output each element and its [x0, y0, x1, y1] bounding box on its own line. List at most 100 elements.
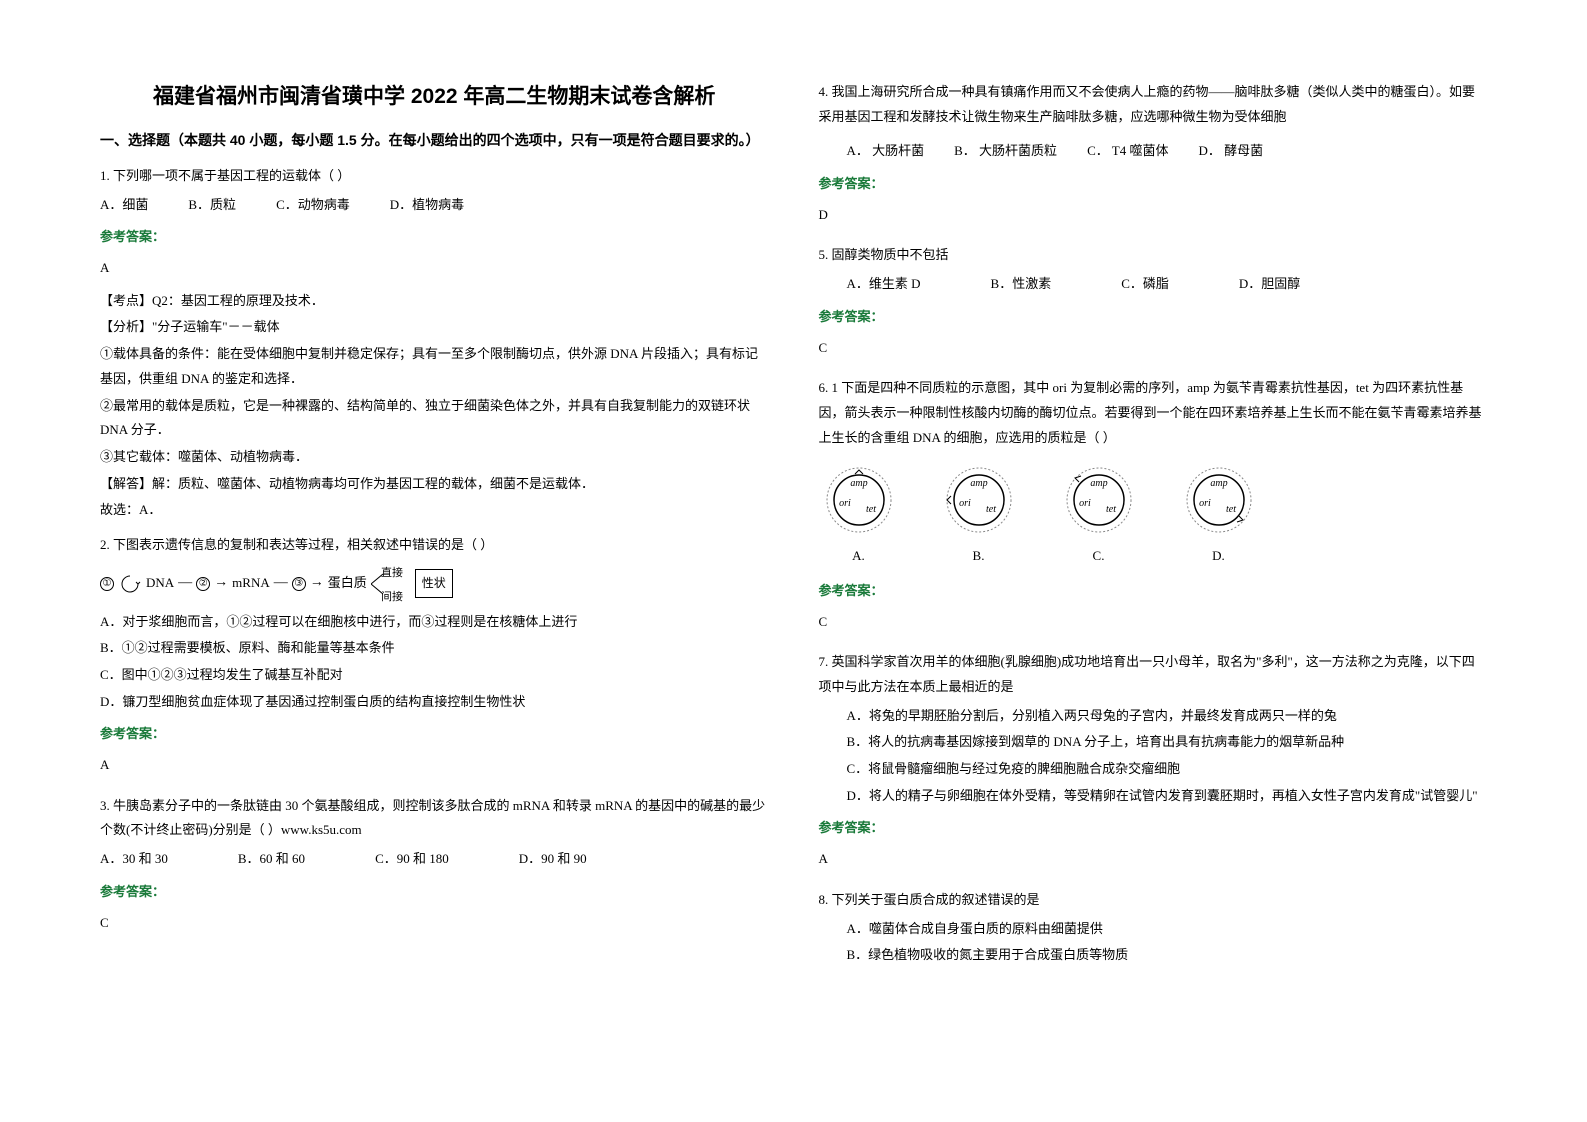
- q3-opt-a: A．30 和 30: [100, 847, 168, 872]
- svg-text:tet: tet: [986, 504, 996, 515]
- svg-text:ori: ori: [1199, 498, 1211, 509]
- question-6: 6. 1 下面是四种不同质粒的示意图，其中 ori 为复制必需的序列，amp 为…: [819, 376, 1488, 642]
- flow-dna: DNA: [146, 571, 174, 596]
- question-2: 2. 下图表示遗传信息的复制和表达等过程，相关叙述中错误的是（ ） ① DNA …: [100, 533, 769, 786]
- svg-text:amp: amp: [970, 478, 987, 489]
- plasmid-b-icon: amp ori tet: [939, 460, 1019, 540]
- plasmid-d-icon: amp ori tet: [1179, 460, 1259, 540]
- arrow-icon: —: [274, 570, 288, 597]
- q8-opt-a: A．噬菌体合成自身蛋白质的原料由细菌提供: [819, 917, 1488, 942]
- q8-text: 8. 下列关于蛋白质合成的叙述错误的是: [819, 888, 1488, 913]
- svg-text:ori: ori: [839, 498, 851, 509]
- q7-opt-d: D．将人的精子与卵细胞在体外受精，等受精卵在试管内发育到囊胚期时，再植入女性子宫…: [819, 784, 1488, 809]
- q5-answer: C: [819, 336, 1488, 361]
- q4-opt-c: C． T4 噬菌体: [1087, 139, 1168, 164]
- q4-answer-label: 参考答案：: [819, 172, 1488, 197]
- q3-answer-label: 参考答案：: [100, 880, 769, 905]
- q3-answer: C: [100, 911, 769, 936]
- flow-node-1: ①: [100, 577, 114, 591]
- left-column: 福建省福州市闽清省璜中学 2022 年高二生物期末试卷含解析 一、选择题（本题共…: [100, 80, 769, 1082]
- section-header: 一、选择题（本题共 40 小题，每小题 1.5 分。在每小题给出的四个选项中，只…: [100, 130, 769, 150]
- plasmid-a-icon: amp ori tet: [819, 460, 899, 540]
- svg-text:amp: amp: [1090, 478, 1107, 489]
- indirect-label: 间接: [381, 590, 403, 602]
- q1-opt-d: D．植物病毒: [390, 193, 464, 218]
- svg-text:tet: tet: [866, 504, 876, 515]
- q2-diagram: ① DNA — ② → mRNA — ③ → 蛋白质 直接 间接 性状: [100, 566, 769, 602]
- direct-label: 直接: [381, 566, 403, 579]
- q1-opt-b: B．质粒: [188, 193, 236, 218]
- q1-line-6: 故选：A．: [100, 498, 769, 523]
- plasmid-diagram: amp ori tet A. amp ori tet B.: [819, 460, 1488, 569]
- arrow-icon: →: [214, 570, 228, 597]
- question-7: 7. 英国科学家首次用羊的体细胞(乳腺细胞)成功地培育出一只小母羊，取名为"多利…: [819, 650, 1488, 880]
- q1-line-2: ①载体具备的条件：能在受体细胞中复制并稳定保存；具有一至多个限制酶切点，供外源 …: [100, 342, 769, 391]
- q1-opt-a: A．细菌: [100, 193, 148, 218]
- q5-options: A．维生素 D B．性激素 C．磷脂 D．胆固醇: [819, 272, 1488, 297]
- question-4: 4. 我国上海研究所合成一种具有镇痛作用而又不会使病人上瘾的药物——脑啡肽多糖（…: [819, 80, 1488, 235]
- q2-opt-c: C．图中①②③过程均发生了碱基互补配对: [100, 663, 769, 688]
- branch-icon: 直接 间接: [371, 566, 411, 602]
- q1-options: A．细菌 B．质粒 C．动物病毒 D．植物病毒: [100, 193, 769, 218]
- q3-options: A．30 和 30 B．60 和 60 C．90 和 180 D．90 和 90: [100, 847, 769, 872]
- question-5: 5. 固醇类物质中不包括 A．维生素 D B．性激素 C．磷脂 D．胆固醇 参考…: [819, 243, 1488, 368]
- q1-line-3: ②最常用的载体是质粒，它是一种裸露的、结构简单的、独立于细菌染色体之外，并具有自…: [100, 394, 769, 443]
- arrow-icon: —: [178, 570, 192, 597]
- question-8: 8. 下列关于蛋白质合成的叙述错误的是 A．噬菌体合成自身蛋白质的原料由细菌提供…: [819, 888, 1488, 970]
- q2-answer: A: [100, 753, 769, 778]
- q4-answer: D: [819, 203, 1488, 228]
- svg-text:ori: ori: [959, 498, 971, 509]
- q3-text: 3. 牛胰岛素分子中的一条肽链由 30 个氨基酸组成，则控制该多肽合成的 mRN…: [100, 794, 769, 843]
- q7-text: 7. 英国科学家首次用羊的体细胞(乳腺细胞)成功地培育出一只小母羊，取名为"多利…: [819, 650, 1488, 699]
- q1-line-5: 【解答】解：质粒、噬菌体、动植物病毒均可作为基因工程的载体，细菌不是运载体．: [100, 472, 769, 497]
- q7-answer: A: [819, 847, 1488, 872]
- svg-text:tet: tet: [1226, 504, 1236, 515]
- flow-trait: 性状: [415, 569, 453, 598]
- plasmid-a: amp ori tet A.: [819, 460, 899, 569]
- q3-opt-c: C．90 和 180: [375, 847, 449, 872]
- arrow-icon: →: [310, 570, 324, 597]
- svg-text:ori: ori: [1079, 498, 1091, 509]
- q2-opt-d: D．镰刀型细胞贫血症体现了基因通过控制蛋白质的结构直接控制生物性状: [100, 690, 769, 715]
- q7-opt-a: A．将兔的早期胚胎分割后，分别植入两只母兔的子宫内，并最终发育成两只一样的兔: [819, 704, 1488, 729]
- q6-text: 6. 1 下面是四种不同质粒的示意图，其中 ori 为复制必需的序列，amp 为…: [819, 376, 1488, 450]
- q5-opt-a: A．维生素 D: [847, 272, 921, 297]
- plasmid-c-label: C.: [1093, 544, 1105, 569]
- exam-title: 福建省福州市闽清省璜中学 2022 年高二生物期末试卷含解析: [100, 80, 769, 110]
- q4-text: 4. 我国上海研究所合成一种具有镇痛作用而又不会使病人上瘾的药物——脑啡肽多糖（…: [819, 80, 1488, 129]
- q6-answer: C: [819, 610, 1488, 635]
- q1-line-1: 【分析】"分子运输车"－－载体: [100, 315, 769, 340]
- plasmid-b-label: B.: [973, 544, 985, 569]
- plasmid-c-icon: amp ori tet: [1059, 460, 1139, 540]
- question-1: 1. 下列哪一项不属于基因工程的运载体（ ） A．细菌 B．质粒 C．动物病毒 …: [100, 164, 769, 525]
- q4-opt-b: B． 大肠杆菌质粒: [954, 139, 1057, 164]
- q1-answer-label: 参考答案：: [100, 225, 769, 250]
- q5-text: 5. 固醇类物质中不包括: [819, 243, 1488, 268]
- q2-answer-label: 参考答案：: [100, 722, 769, 747]
- q1-opt-c: C．动物病毒: [276, 193, 350, 218]
- q1-line-4: ③其它载体：噬菌体、动植物病毒．: [100, 445, 769, 470]
- q7-opt-c: C．将鼠骨髓瘤细胞与经过免疫的脾细胞融合成杂交瘤细胞: [819, 757, 1488, 782]
- q3-opt-d: D．90 和 90: [519, 847, 587, 872]
- plasmid-c: amp ori tet C.: [1059, 460, 1139, 569]
- q5-opt-c: C．磷脂: [1121, 272, 1169, 297]
- flow-protein: 蛋白质: [328, 571, 367, 596]
- flow-node-3: ③: [292, 577, 306, 591]
- plasmid-d-label: D.: [1212, 544, 1225, 569]
- q4-opt-d: D． 酵母菌: [1198, 139, 1263, 164]
- q7-opt-b: B．将人的抗病毒基因嫁接到烟草的 DNA 分子上，培育出具有抗病毒能力的烟草新品…: [819, 730, 1488, 755]
- q7-answer-label: 参考答案：: [819, 816, 1488, 841]
- flow-mrna: mRNA: [232, 571, 270, 596]
- q2-opt-a: A．对于浆细胞而言，①②过程可以在细胞核中进行，而③过程则是在核糖体上进行: [100, 610, 769, 635]
- plasmid-a-label: A.: [852, 544, 865, 569]
- q1-line-0: 【考点】Q2：基因工程的原理及技术．: [100, 289, 769, 314]
- q4-opt-a: A． 大肠杆菌: [847, 139, 925, 164]
- q6-answer-label: 参考答案：: [819, 579, 1488, 604]
- right-column: 4. 我国上海研究所合成一种具有镇痛作用而又不会使病人上瘾的药物——脑啡肽多糖（…: [819, 80, 1488, 1082]
- q2-text: 2. 下图表示遗传信息的复制和表达等过程，相关叙述中错误的是（ ）: [100, 533, 769, 558]
- dna-loop-icon: [118, 572, 142, 596]
- q2-opt-b: B．①②过程需要模板、原料、酶和能量等基本条件: [100, 636, 769, 661]
- question-3: 3. 牛胰岛素分子中的一条肽链由 30 个氨基酸组成，则控制该多肽合成的 mRN…: [100, 794, 769, 943]
- q5-answer-label: 参考答案：: [819, 305, 1488, 330]
- svg-text:amp: amp: [1210, 478, 1227, 489]
